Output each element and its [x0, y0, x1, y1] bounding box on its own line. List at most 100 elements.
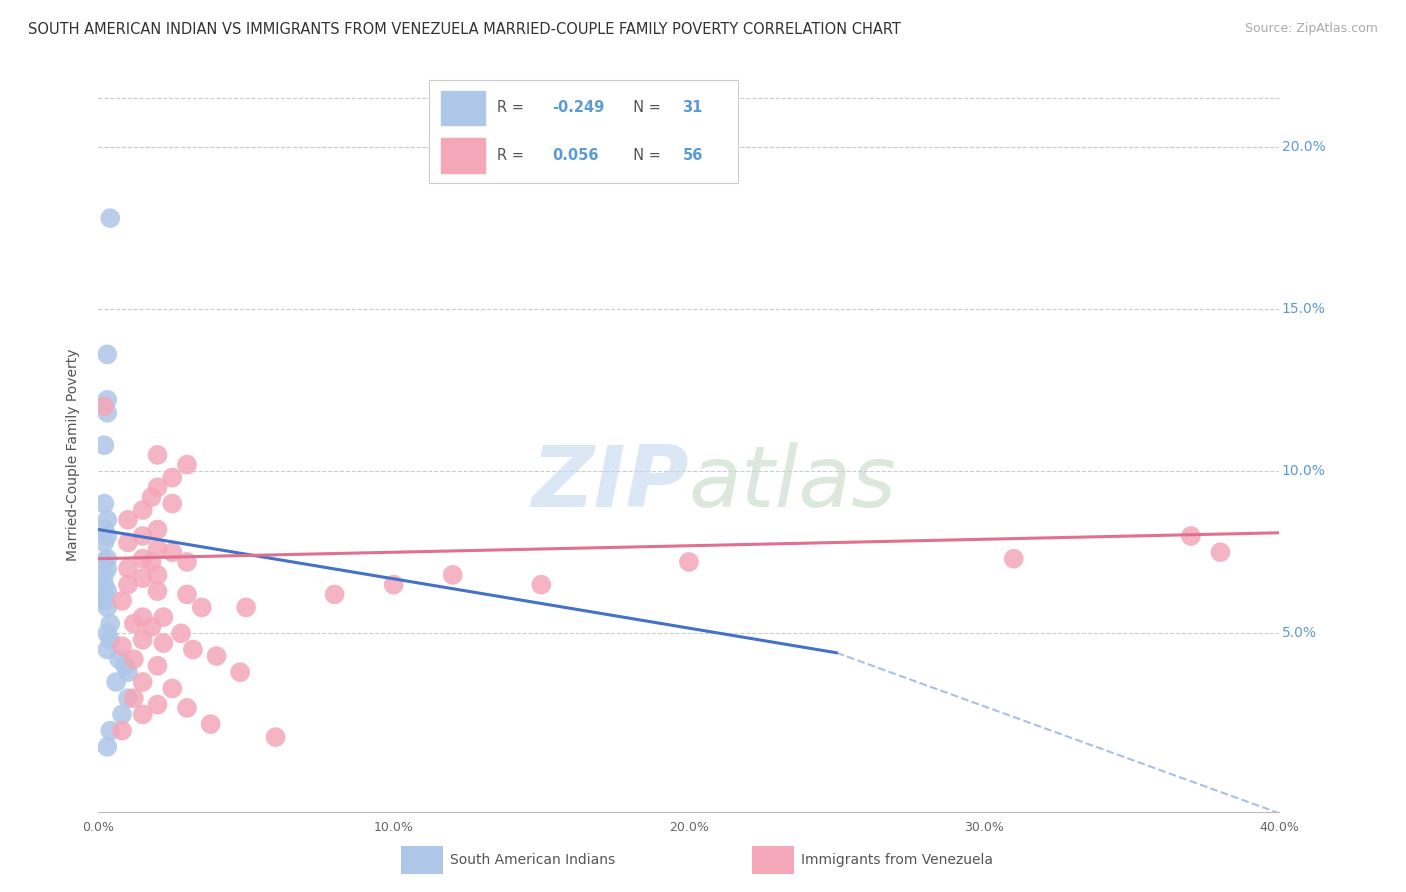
Point — [191, 600, 214, 615]
Text: 10.0%: 10.0% — [1282, 464, 1326, 478]
Text: 31: 31 — [682, 101, 703, 115]
Point — [176, 587, 198, 601]
Point — [176, 458, 198, 472]
Point — [678, 555, 700, 569]
Bar — [441, 91, 485, 126]
Point — [93, 577, 115, 591]
Text: SOUTH AMERICAN INDIAN VS IMMIGRANTS FROM VENEZUELA MARRIED-COUPLE FAMILY POVERTY: SOUTH AMERICAN INDIAN VS IMMIGRANTS FROM… — [28, 22, 901, 37]
Text: Immigrants from Venezuela: Immigrants from Venezuela — [801, 853, 994, 867]
Point — [93, 594, 115, 608]
Text: 15.0%: 15.0% — [1282, 302, 1326, 316]
Point — [181, 642, 204, 657]
Text: 5.0%: 5.0% — [1282, 626, 1317, 640]
Point — [132, 551, 155, 566]
Point — [162, 497, 183, 511]
Point — [96, 406, 118, 420]
Point — [162, 470, 183, 484]
Point — [1002, 551, 1025, 566]
Point — [93, 555, 115, 569]
Point — [117, 535, 139, 549]
Point — [111, 723, 134, 738]
Point — [122, 616, 145, 631]
Point — [122, 691, 145, 706]
Text: South American Indians: South American Indians — [450, 853, 614, 867]
Point — [323, 587, 346, 601]
Point — [98, 211, 121, 226]
Point — [229, 665, 252, 680]
Point — [96, 513, 118, 527]
Point — [530, 577, 553, 591]
Point — [146, 698, 169, 712]
Point — [93, 587, 115, 601]
Point — [98, 632, 121, 647]
Text: R =: R = — [496, 101, 529, 115]
Point — [122, 652, 145, 666]
Text: N =: N = — [624, 101, 665, 115]
Text: 0.056: 0.056 — [553, 148, 599, 162]
Bar — [441, 137, 485, 173]
Text: R =: R = — [496, 148, 533, 162]
Point — [146, 541, 169, 556]
Point — [96, 551, 118, 566]
Point — [382, 577, 405, 591]
Point — [93, 497, 115, 511]
Point — [114, 658, 136, 673]
Text: ZIP: ZIP — [531, 442, 689, 525]
Point — [117, 513, 139, 527]
Point — [176, 701, 198, 715]
Point — [141, 490, 163, 504]
Point — [117, 577, 139, 591]
Point — [98, 616, 121, 631]
Point — [96, 561, 118, 575]
Point — [117, 561, 139, 575]
Point — [264, 730, 287, 744]
Point — [111, 594, 134, 608]
Point — [132, 707, 155, 722]
Point — [111, 640, 134, 654]
Point — [117, 665, 139, 680]
Point — [146, 658, 169, 673]
Point — [146, 480, 169, 494]
Point — [1209, 545, 1232, 559]
Text: 56: 56 — [682, 148, 703, 162]
Point — [146, 523, 169, 537]
Point — [200, 717, 222, 731]
Point — [96, 739, 118, 754]
Point — [96, 347, 118, 361]
Point — [132, 529, 155, 543]
Y-axis label: Married-Couple Family Poverty: Married-Couple Family Poverty — [66, 349, 80, 561]
Point — [96, 626, 118, 640]
Point — [93, 523, 115, 537]
Point — [146, 448, 169, 462]
Point — [141, 620, 163, 634]
Point — [96, 642, 118, 657]
Point — [132, 610, 155, 624]
Point — [152, 610, 174, 624]
Text: Source: ZipAtlas.com: Source: ZipAtlas.com — [1244, 22, 1378, 36]
Point — [93, 399, 115, 413]
Point — [96, 584, 118, 599]
Point — [98, 723, 121, 738]
Point — [146, 584, 169, 599]
Point — [108, 652, 131, 666]
Point — [1180, 529, 1202, 543]
Point — [117, 691, 139, 706]
Point — [96, 392, 118, 407]
Point — [441, 568, 464, 582]
Point — [170, 626, 193, 640]
Point — [141, 555, 163, 569]
Point — [205, 648, 228, 663]
Point — [132, 571, 155, 585]
Point — [96, 600, 118, 615]
Point — [162, 681, 183, 696]
Point — [235, 600, 257, 615]
Text: atlas: atlas — [689, 442, 897, 525]
Point — [96, 529, 118, 543]
Point — [152, 636, 174, 650]
Point — [93, 535, 115, 549]
Point — [93, 438, 115, 452]
Point — [146, 568, 169, 582]
Point — [132, 503, 155, 517]
Point — [93, 568, 115, 582]
Point — [111, 707, 134, 722]
